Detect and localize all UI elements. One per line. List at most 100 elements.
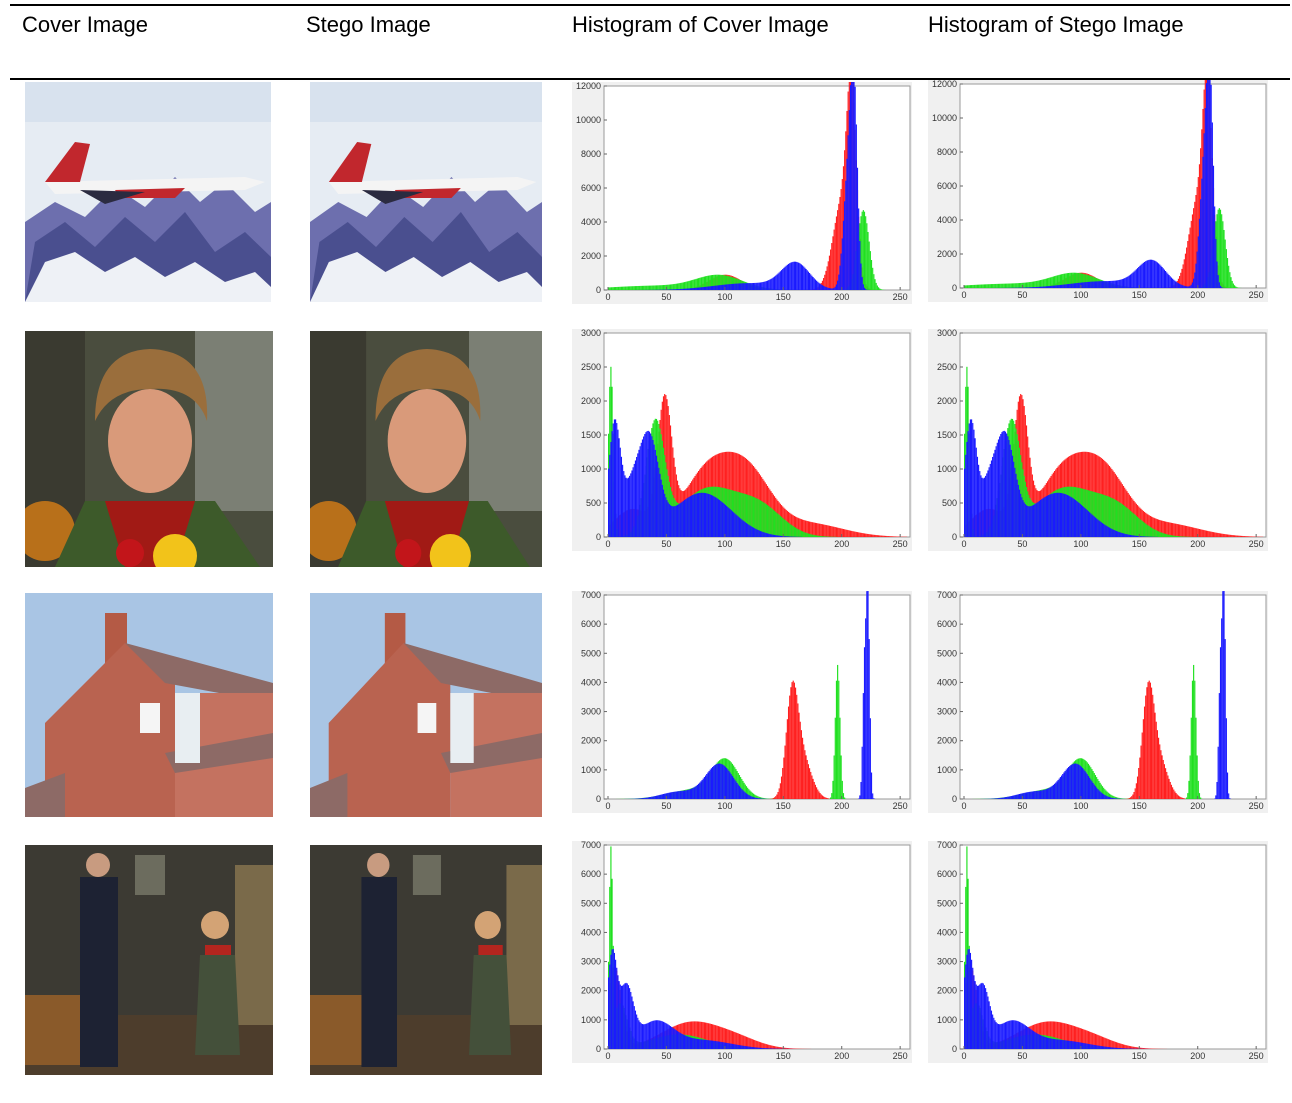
y-tick-label: 3000 <box>581 329 601 338</box>
bar <box>681 282 683 290</box>
bar <box>817 281 819 290</box>
bar <box>673 457 675 537</box>
bar <box>1072 1041 1074 1049</box>
bar <box>1011 455 1014 537</box>
bar <box>1181 268 1183 288</box>
bar <box>1055 285 1057 288</box>
histogram-stego-couple: 0 50 100 150 200 250 0 1000 2000 3000 4000 5000 6000… <box>928 841 1268 1063</box>
bar <box>1001 283 1003 288</box>
bar <box>1161 532 1163 537</box>
bar <box>1022 793 1024 799</box>
bar <box>1056 275 1058 288</box>
bar <box>1173 789 1175 799</box>
bar <box>817 523 819 537</box>
bar <box>668 415 670 537</box>
bar <box>1163 269 1165 288</box>
bar <box>733 283 735 290</box>
bar <box>814 784 817 799</box>
bar <box>709 769 711 799</box>
bar <box>625 286 627 290</box>
bar <box>1011 283 1014 288</box>
bar <box>980 284 982 288</box>
bar <box>762 531 764 537</box>
bar <box>1032 504 1035 537</box>
bar <box>1048 788 1050 799</box>
bar <box>779 271 781 290</box>
bar <box>1015 283 1017 288</box>
bar <box>1125 277 1127 288</box>
bar <box>1113 499 1115 537</box>
bar <box>749 795 751 799</box>
bar <box>1193 664 1195 799</box>
y-tick-label: 8000 <box>581 149 601 159</box>
bar <box>625 982 627 1049</box>
bar <box>1125 534 1127 537</box>
bar <box>710 286 713 290</box>
bar <box>657 285 659 290</box>
bar <box>1056 781 1058 799</box>
bar <box>823 536 825 537</box>
bar <box>1211 122 1213 289</box>
bar <box>754 528 756 537</box>
bar <box>768 505 770 537</box>
bar <box>648 285 651 290</box>
x-tick-label: 50 <box>1017 539 1027 549</box>
bar <box>733 1031 735 1049</box>
bar <box>828 255 831 290</box>
y-tick-label: 7000 <box>937 841 957 850</box>
bar <box>1156 530 1158 537</box>
bar <box>613 952 616 1049</box>
bar <box>736 1032 738 1049</box>
bar <box>1217 275 1219 288</box>
bar <box>1020 282 1022 288</box>
x-tick-label: 100 <box>1073 801 1088 811</box>
bar <box>723 765 725 799</box>
bar <box>1128 275 1130 288</box>
bar <box>989 284 991 288</box>
bar <box>1117 1042 1119 1049</box>
bar <box>1021 497 1023 537</box>
bar <box>801 531 804 537</box>
bar <box>696 784 698 799</box>
bar <box>832 526 834 537</box>
bar <box>686 790 688 799</box>
bar <box>1097 789 1099 799</box>
bar <box>751 792 753 799</box>
bar <box>1168 275 1170 288</box>
bar <box>1083 273 1085 288</box>
bar <box>1114 1041 1116 1049</box>
bar <box>785 732 787 799</box>
bar <box>810 274 812 290</box>
bar <box>615 419 617 537</box>
y-tick-label: 1000 <box>937 1015 957 1025</box>
bar <box>707 1023 709 1049</box>
bar <box>646 1023 648 1049</box>
bar <box>773 797 776 799</box>
bar <box>816 535 818 537</box>
bar <box>834 222 836 290</box>
bar <box>860 781 862 799</box>
bar <box>812 534 814 537</box>
bar <box>1238 535 1240 537</box>
bar <box>824 797 826 799</box>
bar <box>1131 511 1133 537</box>
bar <box>1189 285 1191 288</box>
bar <box>1136 776 1139 799</box>
bar <box>1046 278 1049 288</box>
bar <box>685 281 687 290</box>
bar <box>1020 493 1022 537</box>
bar <box>1072 1025 1074 1049</box>
bar <box>1132 794 1134 799</box>
bar <box>1030 791 1032 799</box>
histogram-stego-house: 0 50 100 150 200 250 0 1000 2000 3000 4000 5000 6000… <box>928 591 1268 813</box>
bar <box>777 535 779 537</box>
bar <box>696 1038 698 1049</box>
bar <box>740 787 742 799</box>
bar <box>821 536 824 537</box>
bar <box>650 1021 652 1049</box>
series-0 <box>1122 680 1192 799</box>
bar <box>893 536 895 537</box>
bar <box>988 467 990 537</box>
bar <box>643 798 645 799</box>
bar <box>703 286 705 290</box>
